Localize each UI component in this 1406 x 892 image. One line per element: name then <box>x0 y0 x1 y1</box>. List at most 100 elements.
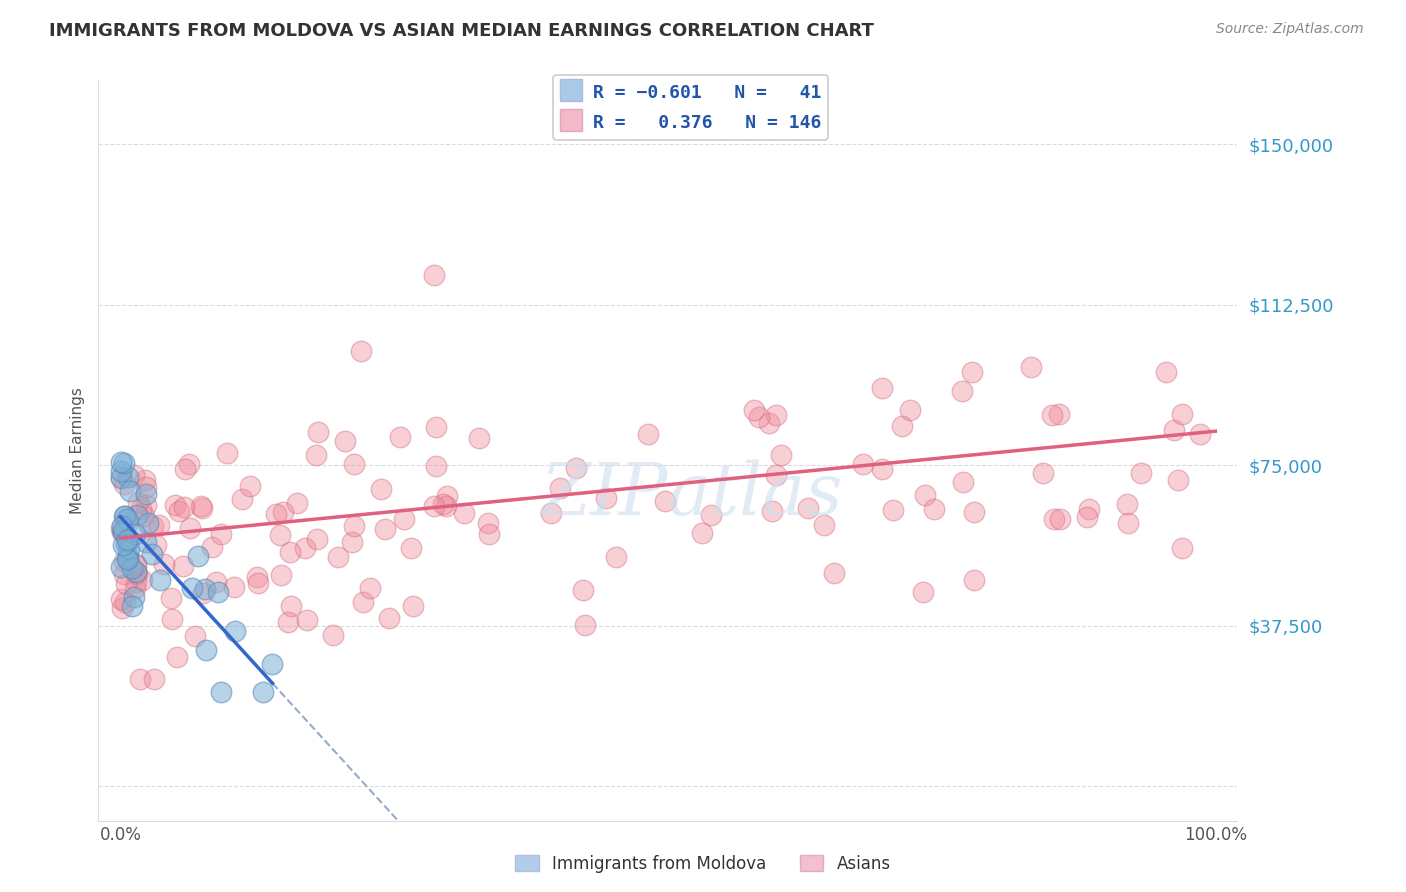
Point <box>209 527 232 541</box>
Point <box>195 643 218 657</box>
Point <box>872 461 894 475</box>
Point <box>166 650 188 665</box>
Point <box>124 581 146 595</box>
Point <box>1043 512 1066 526</box>
Point <box>125 558 148 572</box>
Point <box>125 574 148 589</box>
Point <box>1116 497 1139 511</box>
Point <box>270 567 292 582</box>
Point <box>1129 467 1152 481</box>
Point <box>179 520 201 534</box>
Point <box>477 516 499 531</box>
Point <box>605 549 627 564</box>
Point <box>121 599 143 613</box>
Point <box>882 502 904 516</box>
Point <box>922 501 945 516</box>
Point <box>187 549 209 563</box>
Point <box>322 628 344 642</box>
Point <box>112 524 135 539</box>
Point <box>335 434 357 449</box>
Point <box>690 526 713 541</box>
Point <box>1047 407 1070 421</box>
Point <box>574 617 596 632</box>
Point <box>1163 423 1185 437</box>
Point <box>436 489 458 503</box>
Text: atlas: atlas <box>668 459 844 530</box>
Legend: R = −0.601   N =   41, R =   0.376   N = 146: R = −0.601 N = 41, R = 0.376 N = 146 <box>553 75 828 140</box>
Point <box>114 594 136 608</box>
Point <box>125 558 148 573</box>
Point <box>181 581 204 595</box>
Point <box>425 419 447 434</box>
Point <box>280 545 302 559</box>
Point <box>898 403 921 417</box>
Point <box>204 574 226 589</box>
Point <box>118 541 141 556</box>
Point <box>131 573 153 587</box>
Point <box>823 566 845 580</box>
Point <box>425 459 447 474</box>
Point <box>770 448 793 462</box>
Point <box>350 344 373 359</box>
Point <box>264 508 287 522</box>
Point <box>432 497 454 511</box>
Point <box>122 467 145 482</box>
Point <box>748 409 770 424</box>
Point <box>209 685 232 699</box>
Point <box>1170 541 1192 556</box>
Point <box>1076 510 1098 524</box>
Point <box>637 427 659 442</box>
Point <box>1154 365 1177 379</box>
Point <box>912 585 935 599</box>
Point <box>184 629 207 643</box>
Point <box>273 505 295 519</box>
Point <box>125 567 148 582</box>
Point <box>110 464 132 478</box>
Point <box>117 552 139 566</box>
Point <box>160 591 183 605</box>
Point <box>153 557 176 571</box>
Point <box>343 519 366 533</box>
Point <box>115 577 138 591</box>
Point <box>246 575 269 590</box>
Point <box>294 541 316 556</box>
Point <box>190 500 212 514</box>
Point <box>224 624 246 639</box>
Point <box>112 554 135 568</box>
Point <box>112 566 135 581</box>
Point <box>112 476 135 491</box>
Point <box>117 549 139 563</box>
Point <box>742 403 765 417</box>
Point <box>307 425 329 439</box>
Point <box>765 468 787 483</box>
Point <box>215 446 238 460</box>
Point <box>167 504 190 518</box>
Point <box>468 431 491 445</box>
Point <box>142 519 165 533</box>
Point <box>117 533 139 547</box>
Point <box>392 512 415 526</box>
Point <box>111 519 134 533</box>
Point <box>117 470 139 484</box>
Point <box>304 448 326 462</box>
Point <box>1171 408 1194 422</box>
Point <box>285 496 308 510</box>
Point <box>110 591 132 606</box>
Point <box>194 582 217 597</box>
Text: Source: ZipAtlas.com: Source: ZipAtlas.com <box>1216 22 1364 37</box>
Point <box>111 600 134 615</box>
Point <box>174 462 197 476</box>
Point <box>852 457 875 471</box>
Point <box>110 560 132 574</box>
Point <box>962 573 984 587</box>
Point <box>141 547 163 561</box>
Point <box>114 508 136 523</box>
Point <box>172 558 194 573</box>
Point <box>1040 408 1063 422</box>
Point <box>960 366 983 380</box>
Point <box>813 518 835 533</box>
Point <box>389 430 412 444</box>
Point <box>118 483 141 498</box>
Point <box>399 541 422 555</box>
Point <box>1116 516 1139 531</box>
